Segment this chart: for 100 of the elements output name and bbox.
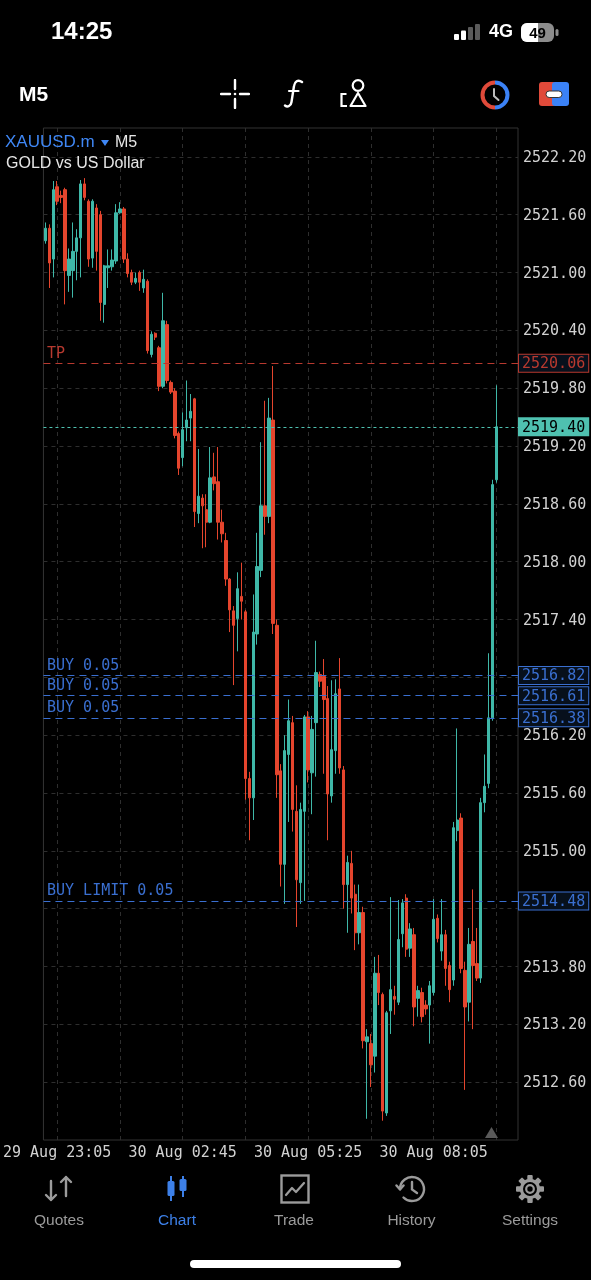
text: 49 [529,24,546,41]
text: 2519.40 [522,417,586,436]
candlestick [193,397,196,528]
text: 2516.82 [522,666,586,685]
y-tick-label: 2520.40 [523,321,587,340]
candlestick [389,896,392,1035]
candlestick [408,922,412,958]
y-tick-label: 2522.20 [523,147,587,166]
candlestick [142,269,145,294]
candlestick [181,411,184,467]
candlestick [338,657,341,775]
y-tick-label: 2513.80 [523,957,587,976]
candlestick [306,710,310,783]
candlestick [267,397,271,524]
candlestick [48,223,51,289]
candlestick [236,571,239,652]
candlestick [146,278,149,355]
candlestick [342,765,345,910]
x-tick-label: 30 Aug 02:45 [128,1142,237,1161]
candlestick [71,221,75,299]
y-tick-label: 2519.80 [523,379,587,398]
chart-title: XAUUSD.m [5,132,95,151]
y-tick-label: 2513.20 [523,1015,587,1034]
candlestick [405,893,408,958]
text: 2520.06 [522,354,586,373]
candlestick [397,899,400,1006]
text: M5 [19,82,49,105]
candlestick [377,954,380,1006]
candlestick [157,345,161,392]
y-tick-label: 2521.60 [523,205,587,224]
candlestick [291,715,294,833]
text: 4G [489,21,514,41]
candlestick [263,400,267,536]
candlestick [295,784,298,928]
candlestick [436,913,439,943]
candlestick [373,956,377,1074]
text: 2516.61 [522,686,586,705]
candlestick [165,320,169,384]
x-tick-label: 29 Aug 23:05 [2,1142,112,1161]
ref-line-label: BUY 0.05 [47,655,120,674]
candlestick [44,221,47,245]
candlestick [240,562,243,621]
text: Trade [274,1211,314,1228]
candlestick [134,272,137,285]
candlestick [138,270,141,292]
y-tick-label: 2512.60 [523,1073,587,1092]
candlestick [161,292,165,389]
candlestick [83,177,86,201]
text: GOLD vs US Dollar [6,154,145,171]
candlestick [197,448,200,524]
candlestick [205,493,208,548]
candlestick [365,1028,369,1120]
candlestick [346,855,349,934]
candlestick [369,1033,373,1088]
candlestick [201,493,204,549]
text: Settings [501,1211,559,1228]
candlestick [381,992,384,1122]
y-tick-label: 2515.60 [523,784,587,803]
candlestick [154,331,157,341]
candlestick [471,888,475,1030]
candlestick [303,714,306,902]
candlestick [440,898,443,962]
candlestick [416,985,420,1018]
ref-line-label: BUY 0.05 [47,698,120,717]
candlestick [357,884,361,945]
candlestick [385,1010,388,1117]
candlestick [420,987,424,1023]
candlestick [495,384,498,484]
candlestick [401,898,404,948]
candlestick [150,330,153,358]
text: Quotes [34,1211,84,1228]
candlestick [393,985,396,1016]
candlestick [185,380,188,442]
y-tick-label: 2521.00 [523,263,587,282]
y-tick-label: 2519.20 [523,437,587,456]
candlestick [52,180,55,278]
y-tick-label: 2515.00 [523,841,587,860]
candlestick [412,927,416,1027]
ref-line-label: TP [47,343,66,362]
text: 2514.48 [522,891,586,910]
text: 14:25 [51,17,113,44]
candlestick [189,393,192,442]
ref-line-label: BUY 0.05 [47,676,120,695]
text: History [387,1211,436,1228]
candlestick [467,927,471,1022]
candlestick [79,179,82,278]
candlestick [361,906,365,1049]
text: 2516.38 [522,708,586,727]
annotation: M5 [115,133,138,150]
text: Chart [158,1211,196,1228]
y-tick-label: 2516.20 [523,726,587,745]
candlestick [55,180,59,206]
ref-line-label: BUY LIMIT 0.05 [47,881,174,900]
x-tick-label: 30 Aug 05:25 [253,1142,363,1161]
candlestick [208,446,212,524]
y-tick-label: 2518.00 [523,552,587,571]
y-tick-label: 2518.60 [523,494,587,513]
y-tick-label: 2517.40 [523,610,587,629]
candlestick [91,198,94,269]
x-tick-label: 30 Aug 08:05 [379,1142,488,1161]
